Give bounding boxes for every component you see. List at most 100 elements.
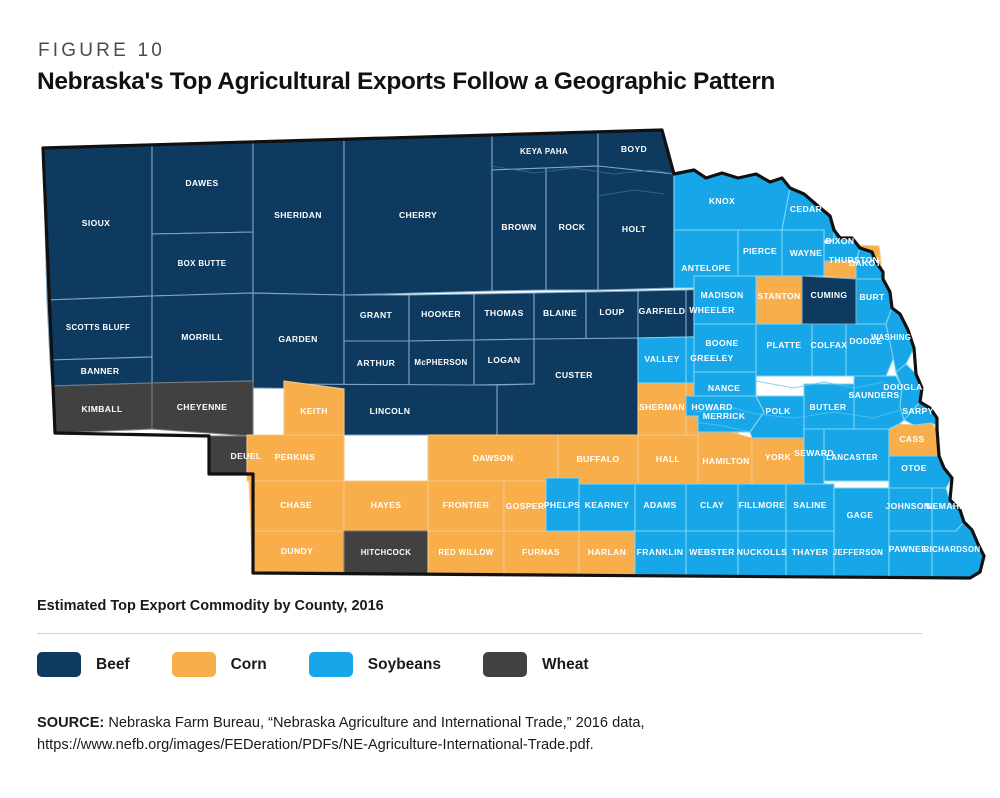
county-platte[interactable]: [755, 323, 813, 377]
county-label-washington: WASHINGTON: [871, 333, 929, 342]
county-label-greeley: GREELEY: [690, 353, 734, 363]
legend-label-wheat: Wheat: [542, 655, 589, 673]
county-label-cheyenne: CHEYENNE: [177, 402, 228, 412]
county-label-sherman: SHERMAN: [639, 402, 685, 412]
legend-label-beef: Beef: [96, 655, 130, 673]
river-traces: [491, 165, 901, 433]
county-boone[interactable]: [693, 323, 757, 373]
county-label-thayer: THAYER: [792, 547, 829, 557]
county-label-dodge: DODGE: [849, 336, 882, 346]
county-label-pawnee: PAWNEE: [889, 544, 928, 554]
county-label-lincoln: LINCOLN: [370, 406, 411, 416]
county-label-valley: VALLEY: [644, 354, 679, 364]
county-label-knox: KNOX: [709, 196, 735, 206]
county-label-dawes: DAWES: [185, 178, 218, 188]
county-label-scotts-bluff: SCOTTS BLUFF: [66, 323, 130, 332]
county-colfax[interactable]: [811, 323, 847, 377]
county-label-sheridan: SHERIDAN: [274, 210, 322, 220]
county-label-box-butte: BOX BUTTE: [178, 259, 227, 268]
county-label-chase: CHASE: [280, 500, 312, 510]
county-label-holt: HOLT: [622, 224, 647, 234]
county-label-nemaha: NEMAHA: [926, 501, 966, 511]
county-label-webster: WEBSTER: [689, 547, 735, 557]
legend-label-soy: Soybeans: [367, 655, 442, 673]
county-label-gosper: GOSPER: [506, 501, 545, 511]
county-label-phelps: PHELPS: [544, 500, 580, 510]
county-label-red-willow: RED WILLOW: [438, 548, 493, 557]
county-label-boyd: BOYD: [621, 144, 647, 154]
legend-divider: [37, 633, 922, 634]
county-label-boone: BOONE: [705, 338, 738, 348]
county-label-hitchcock: HITCHCOCK: [361, 548, 412, 557]
county-label-mcpherson: McPHERSON: [414, 358, 467, 367]
legend-item-beef: Beef: [37, 652, 130, 677]
county-label-burt: BURT: [859, 292, 885, 302]
nebraska-county-map: SIOUX DAWES BOX BUTTE SHERIDAN CHERRY KEYA PA…: [34, 126, 986, 586]
source-prefix: SOURCE:: [37, 715, 105, 731]
legend-item-soy: Soybeans: [308, 652, 442, 677]
county-label-buffalo: BUFFALO: [576, 454, 619, 464]
county-label-cedar: CEDAR: [790, 204, 823, 214]
county-label-saunders: SAUNDERS: [848, 390, 899, 400]
legend-label-corn: Corn: [230, 655, 267, 673]
county-label-thomas: THOMAS: [484, 308, 523, 318]
county-label-garden: GARDEN: [278, 334, 317, 344]
county-label-colfax: COLFAX: [811, 340, 848, 350]
county-label-clay: CLAY: [700, 500, 724, 510]
county-label-fillmore: FILLMORE: [739, 500, 786, 510]
county-pawnee[interactable]: [888, 530, 933, 579]
county-cuming[interactable]: [801, 275, 857, 325]
county-label-stanton: STANTON: [757, 291, 800, 301]
county-label-keith: KEITH: [300, 406, 328, 416]
county-label-banner: BANNER: [81, 366, 120, 376]
county-label-lancaster: LANCASTER: [826, 453, 878, 462]
county-label-polk: POLK: [765, 406, 791, 416]
county-label-furnas: FURNAS: [522, 547, 560, 557]
county-label-dundy: DUNDY: [281, 546, 313, 556]
county-label-grant: GRANT: [360, 310, 393, 320]
county-label-platte: PLATTE: [767, 340, 802, 350]
county-label-merrick: MERRICK: [703, 411, 746, 421]
county-label-gage: GAGE: [847, 510, 874, 520]
county-label-frontier: FRONTIER: [443, 500, 490, 510]
county-label-nance: NANCE: [708, 383, 740, 393]
county-label-cuming: CUMING: [811, 290, 848, 300]
county-madison[interactable]: [693, 275, 757, 325]
county-label-wayne: WAYNE: [790, 248, 822, 258]
county-label-hamilton: HAMILTON: [702, 456, 749, 466]
map-svg: SIOUX DAWES BOX BUTTE SHERIDAN CHERRY KEYA PA…: [41, 128, 986, 580]
county-label-pierce: PIERCE: [743, 246, 777, 256]
county-label-cherry: CHERRY: [399, 210, 437, 220]
county-labels: SIOUX DAWES BOX BUTTE SHERIDAN CHERRY KEYA PA…: [66, 144, 980, 557]
county-label-hayes: HAYES: [371, 500, 402, 510]
county-label-harlan: HARLAN: [588, 547, 626, 557]
county-label-garfield: GARFIELD: [639, 306, 686, 316]
legend-swatch-soy: [308, 652, 353, 677]
county-phelps[interactable]: [545, 477, 580, 532]
county-label-hooker: HOOKER: [421, 309, 461, 319]
county-label-keya-paha: KEYA PAHA: [520, 147, 568, 156]
county-label-york: YORK: [765, 452, 792, 462]
county-label-logan: LOGAN: [488, 355, 521, 365]
county-label-dixon: DIXON: [826, 236, 855, 246]
county-label-thurston: THURSTON: [829, 255, 879, 265]
county-label-deuel: DEUEL: [231, 451, 262, 461]
county-label-loup: LOUP: [599, 307, 624, 317]
county-label-custer: CUSTER: [555, 370, 593, 380]
source-text: Nebraska Farm Bureau, “Nebraska Agricult…: [37, 715, 645, 754]
county-label-perkins: PERKINS: [275, 452, 316, 462]
county-label-cass: CASS: [899, 434, 924, 444]
county-label-kearney: KEARNEY: [585, 500, 629, 510]
county-label-franklin: FRANKLIN: [637, 547, 684, 557]
county-label-adams: ADAMS: [643, 500, 676, 510]
county-label-saline: SALINE: [793, 500, 827, 510]
county-label-madison: MADISON: [700, 290, 743, 300]
county-label-johnson: JOHNSON: [886, 501, 931, 511]
county-label-rock: ROCK: [559, 222, 586, 232]
county-label-dakota: DAKOTA: [849, 258, 887, 268]
page-title: Nebraska's Top Agricultural Exports Foll…: [37, 68, 775, 95]
county-label-nuckolls: NUCKOLLS: [737, 547, 788, 557]
county-label-sioux: SIOUX: [82, 218, 111, 228]
source-note: SOURCE: Nebraska Farm Bureau, “Nebraska …: [37, 712, 967, 756]
